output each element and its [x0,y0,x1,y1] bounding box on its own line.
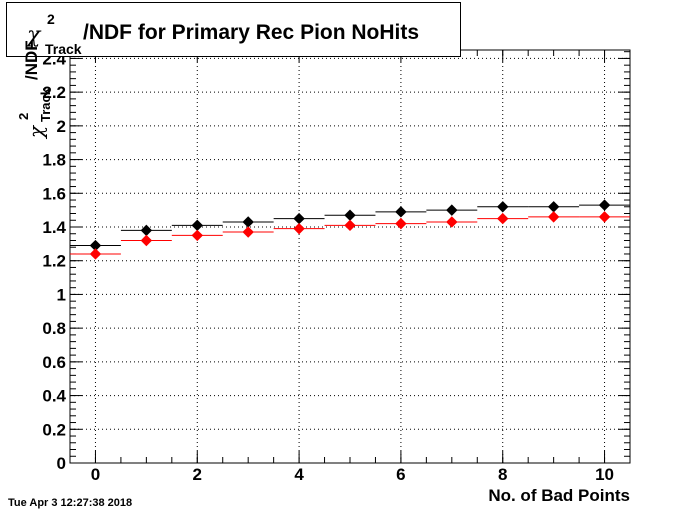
ylabel-chi-symbol: χ [24,125,48,138]
data-point [344,219,356,232]
data-point [446,204,458,216]
y-tick-label: 1 [57,285,66,304]
ylabel-superscript: 2 [16,112,31,120]
y-tick-label: 0.4 [42,387,66,406]
data-point [293,212,305,225]
y-tick-label: 1.2 [42,252,66,271]
y-tick-label: 0.2 [42,420,66,439]
timestamp: Tue Apr 3 12:27:38 2018 [8,497,133,509]
y-tick-label: 1.8 [42,151,66,170]
title-subscript: Track [45,41,82,57]
data-point [395,206,407,218]
title-text: /NDF for Primary Rec Pion NoHits [83,21,420,44]
data-point [395,217,407,230]
data-point [598,211,611,223]
plot-frame [69,49,631,464]
x-tick-label: 4 [294,465,304,484]
data-point [191,229,203,242]
series-1 [70,211,630,260]
axis-ticks: 00.20.40.60.811.21.41.61.822.22.40 2 4 6 8 10 [42,49,631,484]
x-tick-label: 6 [396,465,405,484]
x-tick-label: 2 [193,465,202,484]
data-point [598,199,611,211]
y-tick-label: 0.6 [42,353,66,372]
ylabel-text: /NDF [22,40,41,80]
y-tick-label: 0.8 [42,319,66,338]
y-tick-label: 2 [57,117,66,136]
data-point [344,209,356,221]
ylabel-subscript: Track [38,88,53,122]
y-axis-label: χ 2 Track /NDF [16,0,58,140]
data-point [497,201,509,213]
data-point [293,222,305,235]
data-point [547,201,560,213]
y-tick-label: 1.6 [42,184,66,203]
data-point [191,219,203,232]
data-point [242,216,254,228]
y-tick-label: 1.4 [42,218,66,237]
title-superscript: 2 [47,11,55,27]
series-0 [70,199,630,252]
y-tick-label: 0 [57,454,66,473]
x-tick-label: 10 [595,465,614,484]
chart-title: χ 2 Track /NDF for Primary Rec Pion NoHi… [6,2,461,57]
x-tick-label: 8 [498,465,507,484]
grid [70,50,630,463]
x-tick-label: 0 [91,465,100,484]
data-point [89,248,102,260]
data-point [242,226,254,238]
y-tick-label: 2.2 [42,83,66,102]
data-point [140,234,153,247]
data-point [446,216,458,228]
x-axis-label: No. of Bad Points [488,486,630,505]
title-chi-symbol: χ [27,23,41,48]
data-point [547,211,560,223]
data-point [497,212,509,225]
data-series [70,199,630,260]
